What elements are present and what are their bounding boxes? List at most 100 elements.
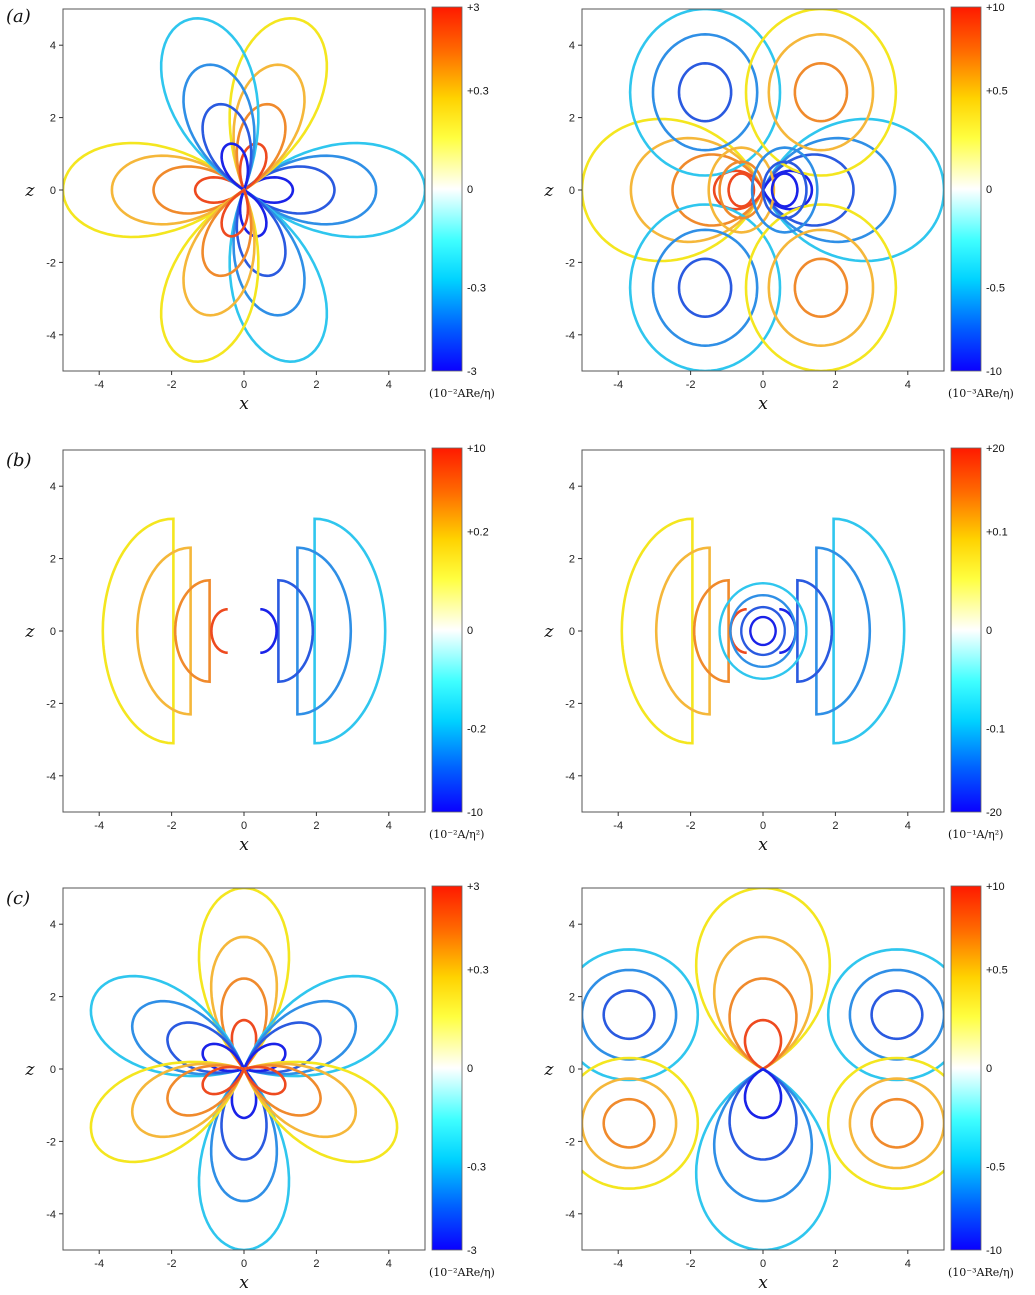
hc-blob-0-0: [582, 948, 700, 1082]
quad-lobe-5-0: [159, 187, 260, 364]
dc-ring-3: [749, 615, 777, 647]
colorbar-label-c-left-1: +0.3: [467, 965, 489, 977]
hc-lobe-0-3: [743, 1018, 783, 1071]
ytick-label-c-right-0: 0: [569, 1064, 575, 1076]
colorbar-label-c-left-4: -3: [467, 1245, 477, 1257]
dipole-1-0: [832, 517, 906, 745]
xlabel-a-left: x: [239, 394, 249, 414]
ytick-label-c-left--4: -4: [46, 1209, 56, 1221]
dc-ring-2: [740, 605, 786, 657]
colorbar-label-b-right-2: 0: [986, 625, 992, 637]
xtick-label-b-left-4: 4: [386, 820, 392, 832]
dipole-1-3: [260, 608, 278, 654]
ylabel-c-right: z: [544, 1060, 555, 1080]
xtick-label-b-right--4: -4: [613, 820, 623, 832]
chart-c-right: -4 -2 0 2 4 -4 -2 0 2 4 x z +10 +0.5 0 -0.5 -10 (10⁻³ARe/…: [544, 881, 1014, 1293]
colorbar-label-c-right-0: +10: [986, 881, 1005, 893]
colorbar-label-c-left-2: 0: [467, 1063, 473, 1075]
hc-lobe-1-3: [743, 1067, 783, 1120]
colorbar-label-c-right-2: 0: [986, 1063, 992, 1075]
xtick-label-b-left--2: -2: [167, 820, 177, 832]
hex-lobe-0-0: [197, 888, 291, 1072]
dipole-1-0: [313, 517, 387, 745]
hex-lobe-3-2: [166, 1021, 246, 1074]
qc-blob-1-0: [744, 9, 898, 177]
ytick-label-a-right--2: -2: [565, 257, 575, 269]
dipole-1-1: [815, 546, 872, 716]
quad-lobe-2-1: [232, 63, 306, 193]
ytick-label-c-right--2: -2: [565, 1136, 575, 1148]
hc-blob-3-0: [826, 1056, 944, 1190]
xtick-label-c-left--4: -4: [94, 1258, 104, 1270]
colorbar-unit-a-right: (10⁻³ARe/η): [948, 387, 1014, 400]
xtick-label-c-right-4: 4: [905, 1258, 911, 1270]
contours-c-left: [89, 888, 399, 1250]
quad-lobe-1-1: [110, 154, 247, 226]
xlabel-a-right: x: [758, 394, 768, 414]
quad-lobe-3-0: [159, 16, 260, 193]
hex-lobe-5-3: [201, 1065, 246, 1096]
ytick-label-c-left-4: 4: [50, 919, 56, 931]
colorbar-unit-a-left: (10⁻²ARe/η): [429, 387, 495, 400]
hc-lobe-0-2: [728, 977, 798, 1071]
quad-lobe-5-2: [201, 188, 253, 278]
panel-label-c: (c): [6, 888, 30, 909]
hex-lobe-0-2: [220, 977, 268, 1072]
qc-lobe-0-1: [761, 136, 897, 244]
colorbar-label-a-right-0: +10: [986, 2, 1005, 14]
quad-lobe-4-1: [232, 187, 306, 317]
qc-inner-1-2: [770, 172, 799, 208]
chart-a-left: -4 -2 0 2 4 -4 -2 0 2 4 x z +3 +0.3 0 -0.3 -3 (10⁻²ARe/η): [25, 2, 495, 414]
hex-lobe-1-1: [209, 1066, 279, 1203]
xtick-label-b-right--2: -2: [686, 820, 696, 832]
dipole-1-1: [296, 546, 353, 716]
qc-blob-3-2: [793, 257, 849, 319]
colorbar-a-right: [950, 6, 982, 372]
hex-lobe-0-1: [209, 935, 279, 1072]
hc-lobe-1-1: [712, 1067, 814, 1203]
dipole-1-2: [796, 578, 834, 684]
xtick-label-c-right-2: 2: [832, 1258, 838, 1270]
xtick-label-b-right-2: 2: [832, 820, 838, 832]
contours-c-right: [582, 888, 944, 1250]
colorbar-b-left: [431, 447, 463, 813]
ytick-label-c-right-4: 4: [569, 919, 575, 931]
xtick-label-c-right--2: -2: [686, 1258, 696, 1270]
colorbar-label-a-right-1: +0.5: [986, 86, 1008, 98]
xtick-label-c-left-2: 2: [313, 1258, 319, 1270]
qc-blob-0-1: [651, 32, 759, 152]
colorbar-label-b-right-0: +20: [986, 443, 1005, 455]
ytick-label-a-left-4: 4: [50, 40, 56, 52]
colorbar-label-c-left-3: -0.3: [467, 1161, 486, 1173]
colorbar-unit-b-left: (10⁻²A/η²): [429, 828, 484, 841]
hex-lobe-1-3: [230, 1067, 258, 1120]
xtick-label-c-left--2: -2: [167, 1258, 177, 1270]
colorbar-label-b-left-4: -10: [467, 807, 483, 819]
qc-lobe-1-3: [712, 169, 765, 211]
ylabel-b-right: z: [544, 622, 555, 642]
quad-lobe-0-3: [242, 175, 295, 205]
ytick-label-b-left--4: -4: [46, 771, 56, 783]
qc-inner-1-1: [761, 160, 808, 220]
hc-blob-2-1: [582, 1077, 678, 1170]
quad-lobe-5-1: [182, 187, 256, 317]
colorbar-label-c-right-3: -0.5: [986, 1161, 1005, 1173]
xlabel-b-right: x: [758, 835, 768, 855]
ytick-label-b-left-2: 2: [50, 554, 56, 566]
plot-frame-b-left: [62, 449, 426, 813]
hc-blob-1-1: [848, 968, 944, 1061]
colorbar-unit-c-left: (10⁻²ARe/η): [429, 1266, 495, 1279]
colorbar-label-b-left-2: 0: [467, 625, 473, 637]
dipole-1-2: [277, 578, 315, 684]
quad-lobe-4-2: [235, 188, 287, 278]
chart-c-left: -4 -2 0 2 4 -4 -2 0 2 4 x z +3 +0.3 0 -0.3 -3 (10⁻²ARe/η): [25, 881, 495, 1293]
quad-lobe-2-0: [228, 16, 329, 193]
ytick-label-a-left-0: 0: [50, 185, 56, 197]
colorbar-label-a-left-3: -0.3: [467, 282, 486, 294]
quad-lobe-3-3: [220, 142, 250, 193]
ytick-label-a-right-0: 0: [569, 185, 575, 197]
ytick-label-b-right-4: 4: [569, 481, 575, 493]
ytick-label-b-left--2: -2: [46, 698, 56, 710]
xlabel-c-left: x: [239, 1273, 249, 1293]
